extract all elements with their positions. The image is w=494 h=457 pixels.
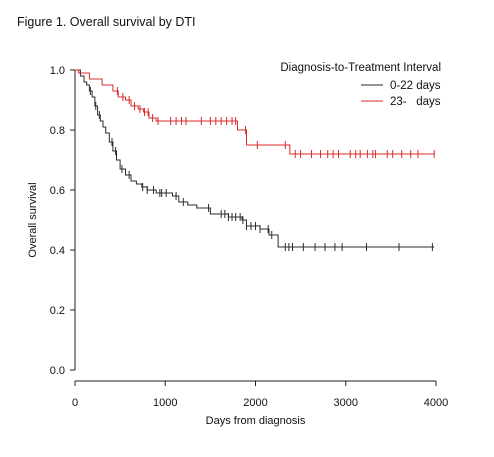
y-axis-label: Overall survival <box>27 182 39 257</box>
y-tick-label: 0.6 <box>50 185 65 197</box>
legend: Diagnosis-to-Treatment Interval 0-22 days… <box>280 62 441 108</box>
y-tick-label: 1.0 <box>50 65 65 77</box>
x-axis-label: Days from diagnosis <box>206 415 306 427</box>
y-tick-label: 0.4 <box>50 245 65 257</box>
figure-title: Figure 1. Overall survival by DTI <box>17 15 196 29</box>
legend-title: Diagnosis-to-Treatment Interval <box>280 62 441 74</box>
x-tick-label: 3000 <box>334 397 358 409</box>
legend-entry-label: 23- days <box>390 96 441 108</box>
y-tick-label: 0.0 <box>50 365 65 377</box>
y-tick-label: 0.8 <box>50 125 65 137</box>
survival-curve-0 <box>75 69 435 248</box>
axes: 0.0 0.2 0.4 0.6 0.8 1.0 0 1000 2000 3000 4000 Days … <box>27 65 448 427</box>
x-tick-label: 4000 <box>424 397 448 409</box>
x-tick-label: 2000 <box>243 397 267 409</box>
x-tick-label: 0 <box>72 397 78 409</box>
survival-curve-1 <box>75 69 435 155</box>
legend-entry-label: 0-22 days <box>390 80 441 92</box>
x-tick-label: 1000 <box>153 397 177 409</box>
curves <box>75 69 435 251</box>
y-tick-label: 0.2 <box>50 305 65 317</box>
